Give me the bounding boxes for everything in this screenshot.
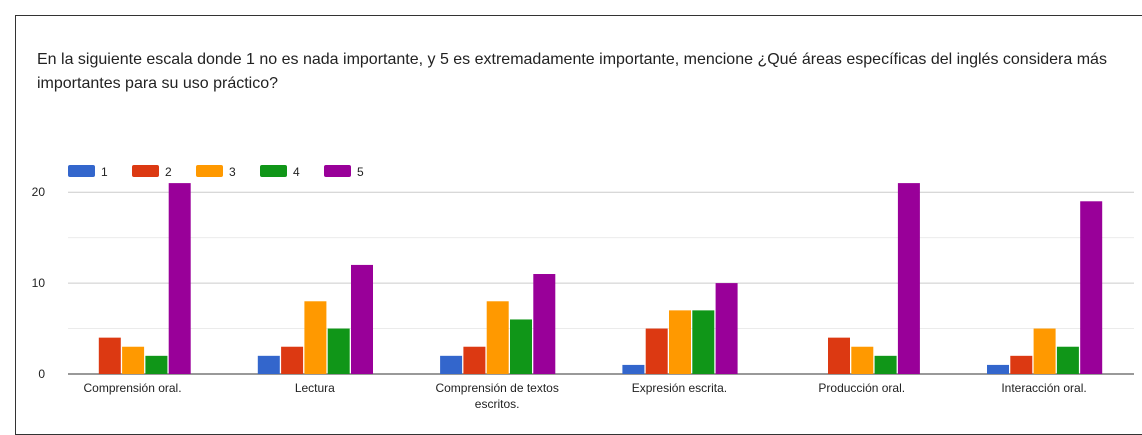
bar-3-0[interactable]: [122, 346, 145, 374]
legend-swatch-3: [196, 165, 223, 177]
bar-2-5[interactable]: [1010, 355, 1033, 374]
bars: [98, 183, 1103, 374]
bar-3-2[interactable]: [486, 301, 509, 374]
legend-label-1[interactable]: 1: [101, 165, 108, 179]
bar-1-1[interactable]: [257, 355, 280, 374]
legend-label-3[interactable]: 3: [229, 165, 236, 179]
bar-5-2[interactable]: [533, 274, 556, 374]
chart-card: [15, 15, 1142, 435]
bar-5-0[interactable]: [168, 183, 191, 374]
bar-4-3[interactable]: [692, 310, 715, 374]
bar-3-1[interactable]: [304, 301, 327, 374]
legend-swatch-4: [260, 165, 287, 177]
bar-4-2[interactable]: [510, 319, 532, 374]
bar-2-0[interactable]: [98, 337, 121, 374]
y-tick-label: 10: [32, 276, 46, 290]
legend-swatch-1: [68, 165, 95, 177]
bar-4-0[interactable]: [145, 355, 168, 374]
x-tick-label: Comprensión oral.: [84, 381, 182, 395]
x-tick-label: Expresión escrita.: [632, 381, 727, 395]
bar-2-3[interactable]: [645, 328, 668, 374]
legend-label-4[interactable]: 4: [293, 165, 300, 179]
y-tick-label: 0: [38, 367, 45, 381]
y-axis-ticks: 0 10 20: [32, 185, 46, 381]
legend[interactable]: 1 2 3 4 5: [68, 165, 364, 179]
bar-4-1[interactable]: [327, 328, 350, 374]
legend-swatch-5: [324, 165, 351, 177]
bar-2-4[interactable]: [828, 337, 850, 374]
bar-4-5[interactable]: [1056, 346, 1079, 374]
x-tick-label: Producción oral.: [818, 381, 905, 395]
bar-3-3[interactable]: [669, 310, 691, 374]
bar-5-3[interactable]: [715, 283, 738, 374]
legend-swatch-2: [132, 165, 159, 177]
bar-2-1[interactable]: [281, 346, 304, 374]
bar-4-4[interactable]: [874, 355, 897, 374]
legend-label-5[interactable]: 5: [357, 165, 364, 179]
bar-5-4[interactable]: [897, 183, 920, 374]
bar-3-4[interactable]: [851, 346, 874, 374]
bar-3-5[interactable]: [1033, 328, 1056, 374]
x-tick-label: Interacción oral.: [1001, 381, 1086, 395]
bar-1-5[interactable]: [987, 364, 1009, 374]
bar-1-3[interactable]: [622, 364, 645, 374]
legend-label-2[interactable]: 2: [165, 165, 172, 179]
bar-1-2[interactable]: [440, 355, 463, 374]
gridlines: [68, 191, 1134, 375]
chart-title: En la siguiente escala donde 1 no es nad…: [37, 51, 1107, 92]
x-axis-labels: Comprensión oral. Lectura Comprensión de t…: [84, 381, 1087, 411]
bar-5-5[interactable]: [1080, 201, 1103, 374]
x-tick-label: Comprensión de textos escritos.: [435, 381, 558, 411]
bar-2-2[interactable]: [463, 346, 486, 374]
bar-5-1[interactable]: [351, 264, 373, 374]
y-tick-label: 20: [32, 185, 46, 199]
x-tick-label: Lectura: [295, 381, 335, 395]
